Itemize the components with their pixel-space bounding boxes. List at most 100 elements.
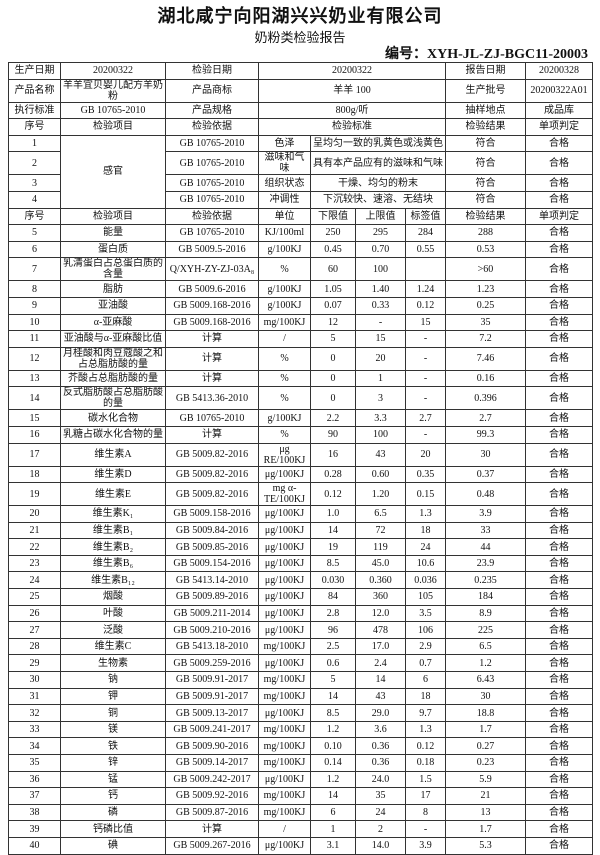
upper-limit: 24 — [355, 803, 406, 822]
standard-text: 干燥、均匀的粉末 — [310, 174, 446, 192]
row-number: 28 — [8, 637, 61, 656]
unit: μg/100KJ — [258, 465, 311, 484]
info-value: GB 10765-2010 — [60, 101, 166, 120]
lower-limit: 0.07 — [310, 296, 356, 315]
judgment: 合格 — [525, 754, 593, 772]
table-row: 35 锌 GB 5009.14-2017 mg/100KJ 0.14 0.36 0.18 0.… — [8, 754, 593, 772]
row-number: 34 — [8, 737, 61, 755]
upper-limit: 6.5 — [355, 505, 406, 523]
test-result: 3.9 — [445, 505, 526, 523]
judgment: 合格 — [525, 803, 593, 822]
test-item: 钾 — [60, 687, 166, 706]
upper-limit: 72 — [355, 521, 406, 540]
lower-limit: 12 — [310, 313, 356, 332]
row-number: 25 — [8, 588, 61, 606]
info-value: 800g/听 — [258, 101, 446, 120]
judgment: 合格 — [525, 134, 593, 153]
test-item: 泛酸 — [60, 621, 166, 639]
test-result: 30 — [445, 442, 526, 467]
column-header: 单项判定 — [525, 207, 593, 226]
lower-limit: 5 — [310, 671, 356, 689]
label-value: - — [405, 330, 446, 348]
upper-limit: 29.0 — [355, 704, 406, 722]
judgment: 合格 — [525, 442, 593, 467]
test-item: 蛋白质 — [60, 240, 166, 259]
unit: μg/100KJ — [258, 588, 311, 606]
row-number: 38 — [8, 803, 61, 822]
column-header: 检验标准 — [258, 118, 446, 136]
judgment: 合格 — [525, 637, 593, 656]
test-basis: GB 5009.210-2016 — [165, 621, 259, 639]
unit: g/100KJ — [258, 296, 311, 315]
upper-limit: 119 — [355, 538, 406, 556]
test-basis: GB 5009.6-2016 — [165, 280, 259, 298]
test-result: 288 — [445, 224, 526, 242]
unit: μg/100KJ — [258, 505, 311, 523]
judgment: 合格 — [525, 257, 593, 282]
row-number: 35 — [8, 754, 61, 772]
test-basis: GB 10765-2010 — [165, 134, 259, 153]
row-number: 13 — [8, 369, 61, 388]
unit: μg RE/100KJ — [258, 442, 311, 467]
unit: μg/100KJ — [258, 554, 311, 573]
lower-limit: 84 — [310, 588, 356, 606]
table-row: 37 钙 GB 5009.92-2016 mg/100KJ 14 35 17 21 合格 — [8, 787, 593, 805]
upper-limit: 20 — [355, 346, 406, 371]
table-row: 36 锰 GB 5009.242-2017 μg/100KJ 1.2 24.0 1.5 5.9… — [8, 770, 593, 789]
column-header: 检验结果 — [445, 118, 526, 136]
judgment: 合格 — [525, 521, 593, 540]
test-basis: GB 5413.14-2010 — [165, 571, 259, 590]
test-basis: GB 5009.91-2017 — [165, 671, 259, 689]
test-result: 35 — [445, 313, 526, 332]
row-number: 5 — [8, 224, 61, 242]
test-basis: GB 5009.168-2016 — [165, 313, 259, 332]
row-number: 23 — [8, 554, 61, 573]
unit: mg/100KJ — [258, 671, 311, 689]
column-header: 下限值 — [310, 207, 356, 226]
test-item: 反式脂肪酸占总脂肪酸的量 — [60, 386, 166, 411]
upper-limit: 100 — [355, 257, 406, 282]
test-item: 碳水化合物 — [60, 409, 166, 427]
lower-limit: 5 — [310, 330, 356, 348]
table-row: 38 磷 GB 5009.87-2016 mg/100KJ 6 24 8 13 合格 — [8, 803, 593, 822]
row-number: 36 — [8, 770, 61, 789]
judgment: 合格 — [525, 820, 593, 838]
lower-limit: 1.0 — [310, 505, 356, 523]
test-result: 21 — [445, 787, 526, 805]
unit: mg/100KJ — [258, 720, 311, 739]
table-row: 2 GB 10765-2010 滋味和气味 具有本产品应有的滋味和气味 符合 合格 — [8, 151, 593, 176]
table-row: 13 芥酸占总脂肪酸的量 计算% 0 1-0.16 合格 — [8, 369, 593, 388]
unit: % — [258, 257, 311, 282]
row-number: 26 — [8, 604, 61, 623]
judgment: 合格 — [525, 330, 593, 348]
test-item: 维生素D — [60, 465, 166, 484]
row-number: 6 — [8, 240, 61, 259]
table-row: 序号 检验项目 检验依据 单位 下限值 上限值 标签值 检验结果 单项判定 — [8, 207, 593, 226]
column-header: 序号 — [8, 207, 61, 226]
test-item: 能量 — [60, 224, 166, 242]
table-row: 14 反式脂肪酸占总脂肪酸的量 GB 5413.36-2010% 0 3-0.396 合格 — [8, 386, 593, 411]
table-row: 28 维生素C GB 5413.18-2010 mg/100KJ 2.5 17.0 2.9 6… — [8, 637, 593, 656]
lower-limit: 60 — [310, 257, 356, 282]
label-value: 3.9 — [405, 836, 446, 855]
info-label: 生产批号 — [445, 78, 526, 103]
standard-text: 呈均匀一致的乳黄色或浅黄色 — [310, 134, 446, 153]
test-item: 维生素E — [60, 482, 166, 507]
test-basis: GB 5009.211-2014 — [165, 604, 259, 623]
label-value: 0.12 — [405, 296, 446, 315]
label-value: 17 — [405, 787, 446, 805]
test-item: 维生素B₁₂ — [60, 571, 166, 590]
lower-limit: 2.5 — [310, 637, 356, 656]
test-result: 0.396 — [445, 386, 526, 411]
row-number: 14 — [8, 386, 61, 411]
table-row: 34 铁 GB 5009.90-2016 mg/100KJ 0.10 0.36 0.12 0.… — [8, 737, 593, 755]
label-value: 9.7 — [405, 704, 446, 722]
test-result: 33 — [445, 521, 526, 540]
test-item: 月桂酸和肉豆蔻酸之和占总脂肪酸的量 — [60, 346, 166, 371]
row-number: 33 — [8, 720, 61, 739]
test-basis: GB 5009.13-2017 — [165, 704, 259, 722]
upper-limit: 1.40 — [355, 280, 406, 298]
table-row: 15 碳水化合物 GB 10765-2010 g/100KJ 2.2 3.3 2.7 2.7 合… — [8, 409, 593, 427]
label-value: 0.7 — [405, 654, 446, 673]
test-basis: GB 5009.154-2016 — [165, 554, 259, 573]
